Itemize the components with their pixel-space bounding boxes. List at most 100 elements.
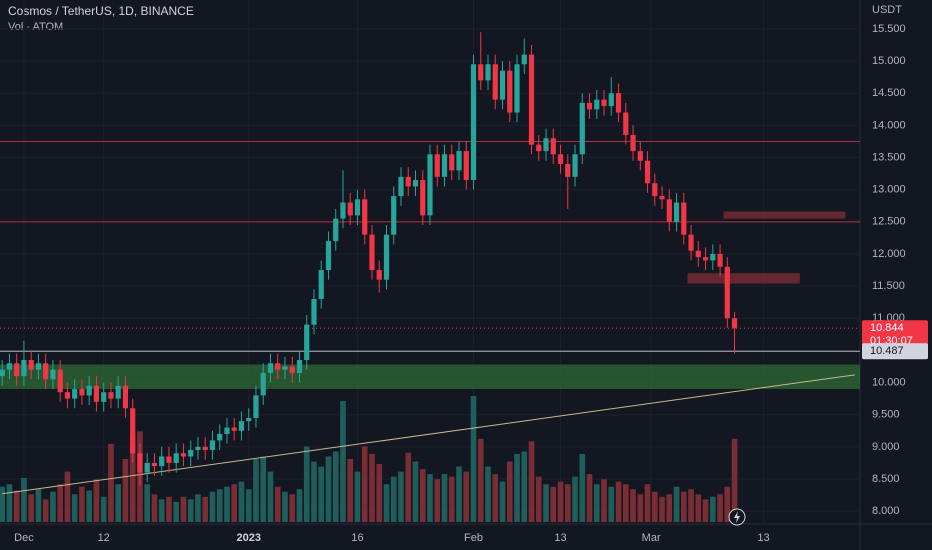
candle-body — [50, 369, 56, 380]
volume-bar — [412, 461, 419, 522]
candle-body — [717, 253, 723, 267]
x-tick-label: 16 — [351, 532, 363, 544]
volume-bar — [253, 459, 259, 522]
volume-bar — [267, 471, 274, 522]
candle-body — [695, 250, 701, 258]
candle-body — [710, 253, 716, 261]
candle-body — [615, 93, 622, 113]
candle-body — [405, 176, 411, 187]
candle-body — [412, 180, 419, 187]
volume-bar — [64, 471, 71, 522]
candle-body — [238, 421, 245, 431]
volume-bar — [71, 494, 78, 522]
volume-bar — [557, 481, 564, 522]
volume-bar — [630, 489, 636, 522]
candle-body — [115, 385, 121, 399]
volume-bar — [601, 479, 607, 522]
candle-body — [724, 266, 730, 319]
candle-body — [673, 202, 680, 222]
y-tick-label: 15.500 — [872, 23, 906, 35]
price-label-box — [862, 343, 928, 360]
candle-body — [122, 385, 129, 409]
candle-body — [369, 234, 375, 271]
volume-bar — [390, 476, 397, 522]
volume-bar — [260, 456, 267, 522]
volume-bar — [216, 489, 223, 522]
candle-body — [652, 183, 658, 197]
candle-body — [347, 202, 353, 216]
volume-bar — [274, 486, 281, 522]
candle-body — [318, 270, 324, 299]
candle-body — [507, 70, 513, 113]
volume-bar — [21, 477, 27, 522]
resistance-box — [723, 211, 846, 219]
candle-body — [64, 392, 71, 399]
candle-body — [478, 64, 484, 81]
volume-bar — [724, 486, 731, 522]
candle-body — [0, 369, 5, 377]
volume-bar — [318, 466, 325, 522]
candle-body — [159, 456, 165, 467]
volume-bar — [695, 494, 702, 522]
candle-body — [601, 99, 607, 107]
volume-bar — [579, 453, 586, 522]
candle-body — [209, 440, 216, 451]
volume-bar — [129, 433, 136, 522]
volume-bar — [57, 484, 63, 522]
volume-bar — [419, 469, 426, 522]
price-label: 10.487 — [870, 345, 904, 357]
price-label: 10.844 — [870, 322, 904, 334]
volume-bar — [398, 471, 404, 522]
x-tick-label: Dec — [14, 532, 34, 544]
volume-bar — [376, 464, 383, 522]
volume-bar — [550, 486, 557, 522]
volume-bar — [586, 474, 593, 522]
y-tick-label: 11.500 — [872, 280, 905, 292]
volume-bar — [173, 501, 180, 522]
candle-body — [173, 453, 179, 463]
candle-body — [470, 64, 477, 181]
volume-bar — [224, 486, 230, 522]
x-tick-label: 12 — [98, 532, 110, 544]
candle-body — [543, 138, 549, 152]
volume-bar — [448, 476, 455, 522]
candle-body — [659, 196, 665, 200]
candle-body — [188, 450, 194, 457]
volume-bar — [506, 461, 513, 522]
volume-bar — [666, 494, 673, 522]
candle-body — [441, 154, 448, 177]
volume-bar — [202, 496, 209, 522]
candle-body — [144, 462, 150, 473]
candle-body — [202, 446, 208, 451]
volume-bar — [93, 479, 100, 522]
candle-body — [333, 218, 339, 242]
volume-bar — [245, 489, 252, 522]
volume-bar — [673, 486, 680, 522]
candle-body — [362, 199, 368, 235]
y-tick-label: 10.000 — [872, 376, 906, 388]
candle-body — [485, 64, 491, 81]
volume-bar — [680, 491, 687, 522]
candle-body — [289, 366, 295, 373]
volume-bar — [311, 461, 317, 522]
support-zone — [0, 364, 860, 389]
volume-bar — [187, 499, 194, 522]
volume-bar — [514, 453, 520, 522]
candle-body — [434, 154, 440, 177]
candle-body — [376, 270, 382, 280]
candle-body — [282, 366, 288, 370]
candle-body — [101, 392, 107, 402]
x-tick-label: Feb — [464, 532, 483, 544]
volume-bar — [42, 499, 49, 522]
candle-body — [463, 151, 469, 181]
candle-body — [427, 154, 433, 216]
volume-bar — [347, 459, 354, 522]
volume-bar — [499, 481, 506, 522]
volume-bar — [608, 486, 615, 522]
volume-bar — [463, 471, 470, 522]
candle-body — [79, 388, 85, 396]
candle-body — [630, 135, 636, 152]
candle-body — [557, 154, 564, 164]
